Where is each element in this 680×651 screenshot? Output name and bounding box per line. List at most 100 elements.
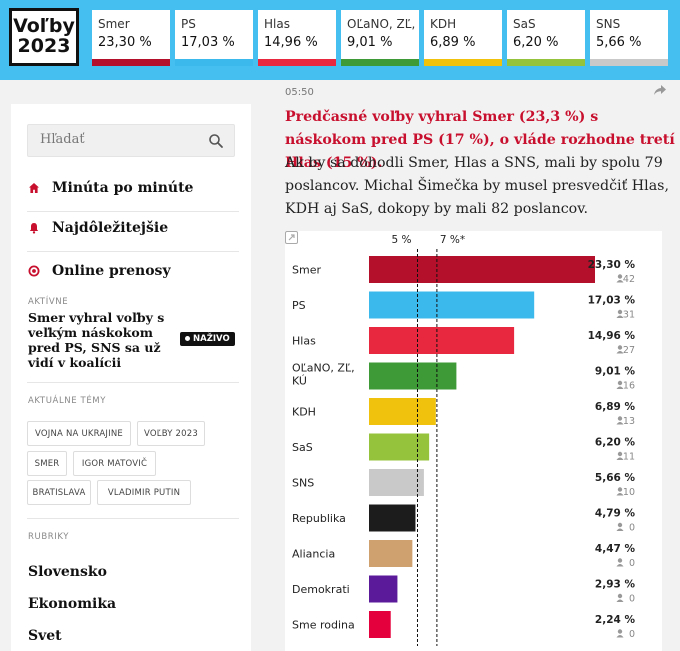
value-label: 5,66 % xyxy=(595,472,636,484)
value-label: 2,93 % xyxy=(595,579,636,591)
topic-tag[interactable]: BRATISLAVA xyxy=(27,480,91,505)
ticker-card-kdh[interactable]: KDH 6,89 % xyxy=(424,10,502,66)
seats-person-icon xyxy=(617,309,623,315)
nav-item-label: Online prenosy xyxy=(52,263,171,279)
home-icon xyxy=(29,183,39,193)
nav-item-minute-by-minute[interactable]: Minúta po minúte xyxy=(28,175,193,201)
seats-person-icon xyxy=(616,422,624,425)
seats-person-icon xyxy=(617,487,623,492)
rubric-link[interactable]: Slovensko xyxy=(28,564,107,580)
bar-kdh xyxy=(369,398,436,425)
seats-person-icon xyxy=(616,493,624,496)
category-label: Aliancia xyxy=(292,548,335,561)
ticker-party-value: 5,66 % xyxy=(596,35,642,50)
threshold-label: 7 %* xyxy=(440,234,465,246)
rubric-link[interactable]: Ekonomika xyxy=(28,596,117,612)
seats-person-icon xyxy=(617,416,623,421)
category-label: SNS xyxy=(292,477,314,490)
divider xyxy=(27,251,239,252)
seats-count: 0 xyxy=(629,523,635,534)
seats-count: 16 xyxy=(623,381,635,392)
search-input[interactable] xyxy=(40,132,200,147)
nav-item-most-important[interactable]: Najdôležitejšie xyxy=(28,215,168,241)
category-label: KDH xyxy=(292,406,316,419)
ticker-card-smer[interactable]: Smer 23,30 % xyxy=(92,10,170,66)
seats-count: 0 xyxy=(629,629,635,640)
ticker-color-bar xyxy=(92,59,170,66)
category-label: Demokrati xyxy=(292,583,350,596)
live-circle-icon xyxy=(28,265,40,277)
ticker-card-sas[interactable]: SaS 6,20 % xyxy=(507,10,585,66)
bar-smer xyxy=(369,256,595,283)
category-label: Republika xyxy=(292,512,346,525)
seats-person-icon xyxy=(617,345,623,350)
ticker-color-bar xyxy=(424,59,502,66)
seats-person-icon xyxy=(616,457,624,460)
seats-count: 0 xyxy=(629,558,635,569)
bar-hlas xyxy=(369,327,515,354)
value-label: 4,47 % xyxy=(595,543,636,555)
share-icon[interactable] xyxy=(653,84,667,96)
topics-label: AKTUÁLNE TÉMY xyxy=(28,396,107,406)
divider xyxy=(27,382,239,383)
entry-time: 05:50 xyxy=(285,87,314,98)
value-label: 2,24 % xyxy=(595,614,636,626)
seats-person-icon xyxy=(617,629,623,634)
ticker-color-bar xyxy=(258,59,336,66)
topic-tag[interactable]: IGOR MATOVIČ xyxy=(73,451,156,476)
ticker-party-value: 9,01 % xyxy=(347,35,393,50)
value-label: 4,79 % xyxy=(595,508,636,520)
category-label: Smer xyxy=(292,264,321,277)
ticker-party-name: OĽaNO, ZĽ, K xyxy=(347,17,419,31)
ticker-color-bar xyxy=(590,59,668,66)
seats-person-icon xyxy=(617,558,623,563)
active-stream-title[interactable]: Smer vyhral voľby s veľkým náskokom pred… xyxy=(28,310,165,370)
seats-count: 42 xyxy=(623,274,635,285)
category-label: OĽaNO, ZĽ, xyxy=(292,362,355,375)
seats-person-icon xyxy=(617,274,623,279)
ticker-party-value: 6,89 % xyxy=(430,35,476,50)
logo-line2: 2023 xyxy=(17,35,71,57)
value-label: 14,96 % xyxy=(588,330,636,342)
ticker-party-name: PS xyxy=(181,17,196,31)
topic-tag[interactable]: VOJNA NA UKRAJINE xyxy=(27,421,131,446)
nav-item-online-streams[interactable]: Online prenosy xyxy=(28,258,171,284)
category-label: SaS xyxy=(292,441,313,454)
topic-tag[interactable]: SMER xyxy=(27,451,67,476)
ticker-card-sns[interactable]: SNS 5,66 % xyxy=(590,10,668,66)
ticker-party-name: Smer xyxy=(98,17,130,31)
ticker-card-o-ano-z-k[interactable]: OĽaNO, ZĽ, K 9,01 % xyxy=(341,10,419,66)
category-label: PS xyxy=(292,299,306,312)
topic-tag[interactable]: VOĽBY 2023 xyxy=(137,421,205,446)
divider xyxy=(27,211,239,212)
ticker-party-value: 23,30 % xyxy=(98,35,152,50)
seats-person-icon xyxy=(617,593,623,599)
divider xyxy=(27,518,239,519)
ticker-card-hlas[interactable]: Hlas 14,96 % xyxy=(258,10,336,66)
seats-count: 0 xyxy=(629,594,635,605)
seats-count: 27 xyxy=(623,345,635,356)
bar-sns xyxy=(369,469,424,496)
seats-person-icon xyxy=(616,635,624,638)
results-chart: Smer 23,30 % 42 PS 17,03 % 31 Hlas 14,96 % 27 OĽa… xyxy=(285,231,662,651)
ticker-party-name: SaS xyxy=(513,17,536,31)
expand-icon[interactable] xyxy=(285,231,298,244)
seats-person-icon xyxy=(617,380,623,386)
value-label: 6,20 % xyxy=(595,437,636,449)
bar-sme-rodina xyxy=(369,611,391,638)
active-label: AKTÍVNE xyxy=(28,297,69,307)
search-icon[interactable] xyxy=(208,133,224,149)
bar-republika xyxy=(369,504,416,532)
ticker-party-value: 17,03 % xyxy=(181,35,235,50)
search-box[interactable] xyxy=(27,124,235,157)
seats-person-icon xyxy=(616,528,624,531)
ticker-card-ps[interactable]: PS 17,03 % xyxy=(175,10,253,66)
party-ticker: Smer 23,30 % PS 17,03 % Hlas 14,96 % OĽaNO, ZĽ… xyxy=(92,10,680,66)
threshold-label: 5 % xyxy=(391,234,411,246)
live-feed-entry: 05:50 Predčasné voľby vyhral Smer (23,3 … xyxy=(270,80,680,651)
topic-tag[interactable]: VLADIMIR PUTIN xyxy=(97,480,191,505)
rubric-link[interactable]: Svet xyxy=(28,628,62,644)
nav-item-label: Najdôležitejšie xyxy=(52,220,169,236)
elections-logo[interactable]: Voľby 2023 xyxy=(9,8,79,66)
seats-count: 10 xyxy=(623,487,635,498)
